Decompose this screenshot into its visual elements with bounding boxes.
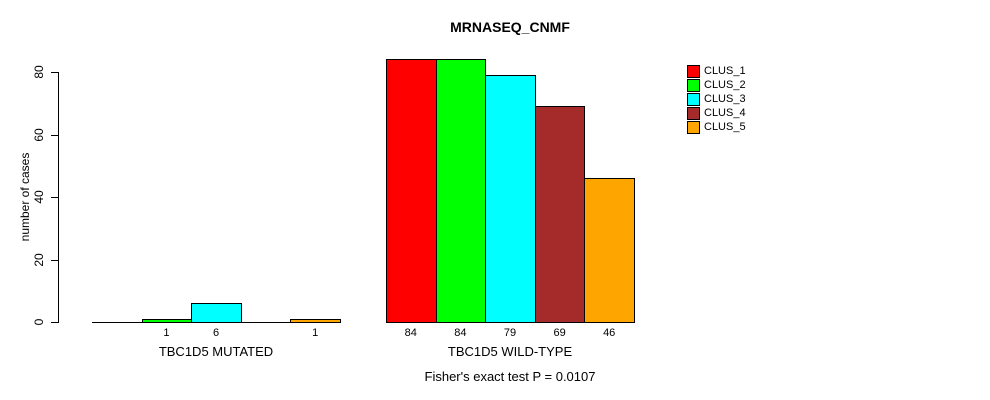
bar-value-label: 84 [454, 327, 467, 339]
zero-bar-clus_4-mutated [241, 322, 291, 323]
bar-clus_1-wild-type [386, 59, 437, 323]
chart-title: MRNASEQ_CNMF [450, 19, 570, 35]
y-axis-tick [51, 260, 58, 261]
legend-label: CLUS_3 [704, 93, 746, 105]
y-axis-tick-label: 80 [32, 65, 46, 79]
x-axis-group-label: TBC1D5 MUTATED [158, 344, 274, 359]
y-axis-tick [51, 72, 58, 73]
y-axis-tick-label: 20 [32, 253, 46, 267]
bar-clus_3-mutated [191, 303, 242, 323]
legend-swatch [687, 106, 700, 120]
bar-value-label: 46 [603, 327, 616, 339]
y-axis-tick-label: 40 [32, 190, 46, 204]
y-axis-line [58, 72, 59, 323]
y-axis-tick-label: 0 [32, 318, 46, 326]
legend-swatch [687, 64, 700, 78]
legend-item: CLUS_1 [687, 64, 746, 78]
bar-clus_5-wild-type [584, 178, 635, 323]
bar-value-label: 1 [312, 327, 319, 339]
legend: CLUS_1 CLUS_2 CLUS_3 CLUS_4 CLUS_5 [687, 64, 746, 134]
legend-swatch [687, 120, 700, 134]
legend-label: CLUS_2 [704, 79, 746, 91]
legend-item: CLUS_4 [687, 106, 746, 120]
x-axis-group-label: TBC1D5 WILD-TYPE [447, 344, 573, 359]
legend-item: CLUS_5 [687, 120, 746, 134]
y-axis-title: number of cases [18, 152, 32, 242]
legend-label: CLUS_5 [704, 121, 746, 133]
bar-value-label: 84 [404, 327, 417, 339]
bar-clus_3-wild-type [485, 75, 536, 323]
legend-swatch [687, 78, 700, 92]
bar-clus_5-mutated [290, 319, 341, 323]
legend-swatch [687, 92, 700, 106]
zero-bar-clus_1-mutated [92, 322, 143, 323]
bar-clus_2-mutated [142, 319, 192, 323]
bar-value-label: 1 [163, 327, 170, 339]
legend-item: CLUS_3 [687, 92, 746, 106]
bar-value-label: 69 [553, 327, 566, 339]
legend-item: CLUS_2 [687, 78, 746, 92]
bar-clus_4-wild-type [535, 106, 585, 323]
bar-value-label: 79 [503, 327, 517, 339]
legend-label: CLUS_1 [704, 65, 746, 77]
legend-label: CLUS_4 [704, 107, 746, 119]
y-axis-tick [51, 135, 58, 136]
y-axis-tick [51, 197, 58, 198]
y-axis-tick-label: 60 [32, 128, 46, 142]
bar-clus_2-wild-type [436, 59, 486, 323]
y-axis-tick [51, 322, 58, 323]
bar-value-label: 6 [212, 327, 220, 339]
fisher-test-annotation: Fisher's exact test P = 0.0107 [424, 369, 596, 384]
